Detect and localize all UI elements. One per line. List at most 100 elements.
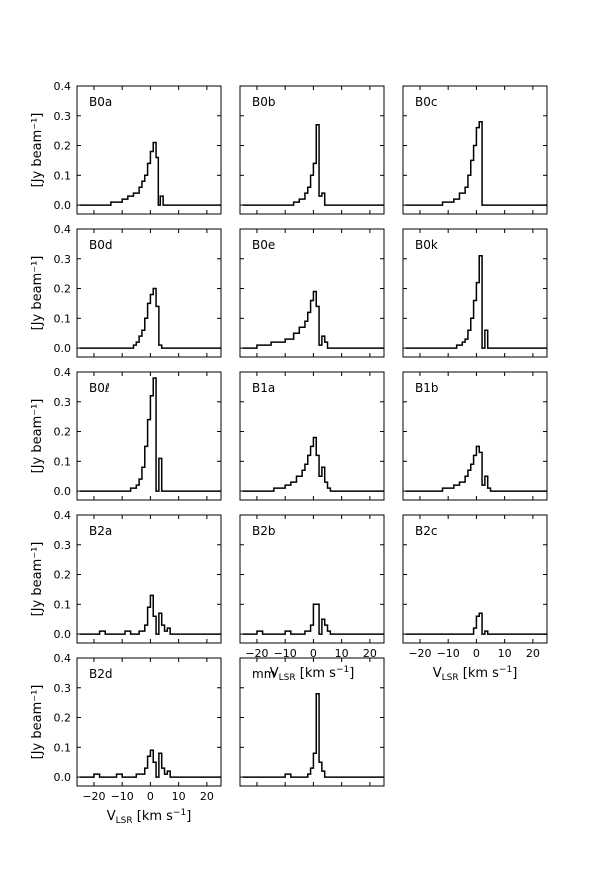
y-axis-label: [Jy beam⁻¹] bbox=[30, 685, 45, 760]
panel-label: B2c bbox=[415, 524, 437, 538]
y-tick-label: 0.4 bbox=[54, 223, 72, 236]
panel-frame bbox=[239, 85, 385, 215]
y-tick-label: 0.0 bbox=[54, 485, 72, 498]
panel-label: B1a bbox=[252, 381, 275, 395]
x-tick-label: 20 bbox=[526, 647, 540, 660]
panel-label: B0a bbox=[89, 95, 112, 109]
panel-label: B2a bbox=[89, 524, 112, 538]
panel-frame bbox=[239, 657, 385, 787]
panel-frame bbox=[402, 85, 548, 215]
panel-label: B0e bbox=[252, 238, 275, 252]
panel-5: B0e bbox=[239, 228, 385, 358]
y-tick-label: 0.3 bbox=[54, 396, 72, 409]
panel-8: B1a bbox=[239, 371, 385, 501]
panel-label: B2d bbox=[89, 667, 112, 681]
panel-frame bbox=[76, 514, 222, 644]
y-tick-label: 0.4 bbox=[54, 652, 72, 665]
x-tick-label: −10 bbox=[274, 647, 297, 660]
x-tick-label: 0 bbox=[310, 647, 317, 660]
y-tick-label: 0.3 bbox=[54, 110, 72, 123]
panel-frame bbox=[76, 228, 222, 358]
y-tick-label: 0.2 bbox=[54, 569, 72, 582]
y-tick-label: 0.3 bbox=[54, 682, 72, 695]
x-tick-label: 0 bbox=[147, 790, 154, 803]
panel-3: B0c bbox=[402, 85, 548, 215]
y-axis-label: [Jy beam⁻¹] bbox=[30, 399, 45, 474]
x-tick-label: −20 bbox=[245, 647, 268, 660]
panel-4: B0d 0.0 0.1 0.2 0.3 0.4 [Jy beam⁻¹] bbox=[30, 223, 222, 358]
panel-13: B2d 0.0 0.1 0.2 0.3 0.4 [Jy beam⁻¹] −20 −10 0 10 20… bbox=[30, 652, 222, 826]
y-tick-label: 0.2 bbox=[54, 283, 72, 296]
x-tick-label: −20 bbox=[408, 647, 431, 660]
y-axis-label: [Jy beam⁻¹] bbox=[30, 256, 45, 331]
spectrum-line bbox=[405, 445, 547, 492]
y-tick-label: 0.1 bbox=[54, 169, 72, 182]
spectrum-line bbox=[79, 749, 221, 778]
panel-frame bbox=[76, 85, 222, 215]
x-tick-label: 0 bbox=[473, 647, 480, 660]
panel-10: B2a 0.0 0.1 0.2 0.3 0.4 [Jy beam⁻¹] bbox=[30, 509, 222, 644]
panel-12: B2c −20 −10 0 10 20 VLSR [km s−1] bbox=[402, 514, 548, 683]
spectrum-line bbox=[242, 603, 384, 635]
x-tick-label: −20 bbox=[82, 790, 105, 803]
panel-7: B0ℓ 0.0 0.1 0.2 0.3 0.4 [Jy beam⁻¹] bbox=[30, 366, 222, 501]
y-axis-label: [Jy beam⁻¹] bbox=[30, 113, 45, 188]
spectrum-line bbox=[79, 141, 221, 206]
panel-label: B0k bbox=[415, 238, 438, 252]
y-tick-label: 0.2 bbox=[54, 140, 72, 153]
spectrum-line bbox=[242, 290, 384, 349]
panel-frame bbox=[76, 371, 222, 501]
x-tick-label: −10 bbox=[437, 647, 460, 660]
panel-2: B0b bbox=[239, 85, 385, 215]
spectrum-line bbox=[405, 255, 547, 349]
x-axis-label: VLSR [km s−1] bbox=[270, 665, 355, 683]
x-tick-label: 10 bbox=[172, 790, 186, 803]
y-tick-label: 0.4 bbox=[54, 366, 72, 379]
spectrum-line bbox=[79, 594, 221, 635]
y-tick-label: 0.0 bbox=[54, 628, 72, 641]
y-axis-label: [Jy beam⁻¹] bbox=[30, 542, 45, 617]
y-tick-label: 0.1 bbox=[54, 598, 72, 611]
y-tick-label: 0.2 bbox=[54, 712, 72, 725]
panel-9: B1b bbox=[402, 371, 548, 501]
x-tick-label: −10 bbox=[111, 790, 134, 803]
panel-6: B0k bbox=[402, 228, 548, 358]
panel-label: B0b bbox=[252, 95, 275, 109]
panel-14: mm bbox=[239, 657, 385, 787]
y-tick-label: 0.3 bbox=[54, 253, 72, 266]
x-tick-label: 10 bbox=[335, 647, 349, 660]
panel-frame bbox=[239, 514, 385, 644]
y-tick-label: 0.1 bbox=[54, 455, 72, 468]
y-tick-label: 0.2 bbox=[54, 426, 72, 439]
x-tick-label: 20 bbox=[200, 790, 214, 803]
panel-frame bbox=[239, 228, 385, 358]
panel-label: B0d bbox=[89, 238, 112, 252]
y-tick-label: 0.3 bbox=[54, 539, 72, 552]
x-tick-label: 20 bbox=[363, 647, 377, 660]
y-tick-label: 0.0 bbox=[54, 342, 72, 355]
y-tick-label: 0.0 bbox=[54, 771, 72, 784]
panel-frame bbox=[402, 228, 548, 358]
x-axis-label: VLSR [km s−1] bbox=[107, 808, 192, 826]
y-tick-label: 0.4 bbox=[54, 80, 72, 93]
panel-frame bbox=[239, 371, 385, 501]
spectrum-line bbox=[79, 377, 221, 492]
spectrum-line bbox=[242, 692, 384, 778]
panel-11: B2b −20 −10 0 10 20 VLSR [km s−1] bbox=[239, 514, 385, 683]
x-tick-label: 10 bbox=[498, 647, 512, 660]
panel-label: B0ℓ bbox=[89, 381, 110, 395]
panel-frame bbox=[76, 657, 222, 787]
spectrum-line bbox=[405, 120, 547, 206]
spectrum-line bbox=[79, 287, 221, 349]
y-tick-label: 0.4 bbox=[54, 509, 72, 522]
panel-label: mm bbox=[252, 667, 275, 681]
panel-1: B0a 0.0 0.1 0.2 0.3 0.4 [Jy beam⁻¹] bbox=[30, 80, 222, 215]
y-tick-label: 0.1 bbox=[54, 741, 72, 754]
panel-frame bbox=[402, 514, 548, 644]
y-tick-label: 0.0 bbox=[54, 199, 72, 212]
panel-label: B0c bbox=[415, 95, 437, 109]
panel-frame bbox=[402, 371, 548, 501]
panel-label: B1b bbox=[415, 381, 438, 395]
x-axis-label: VLSR [km s−1] bbox=[433, 665, 518, 683]
